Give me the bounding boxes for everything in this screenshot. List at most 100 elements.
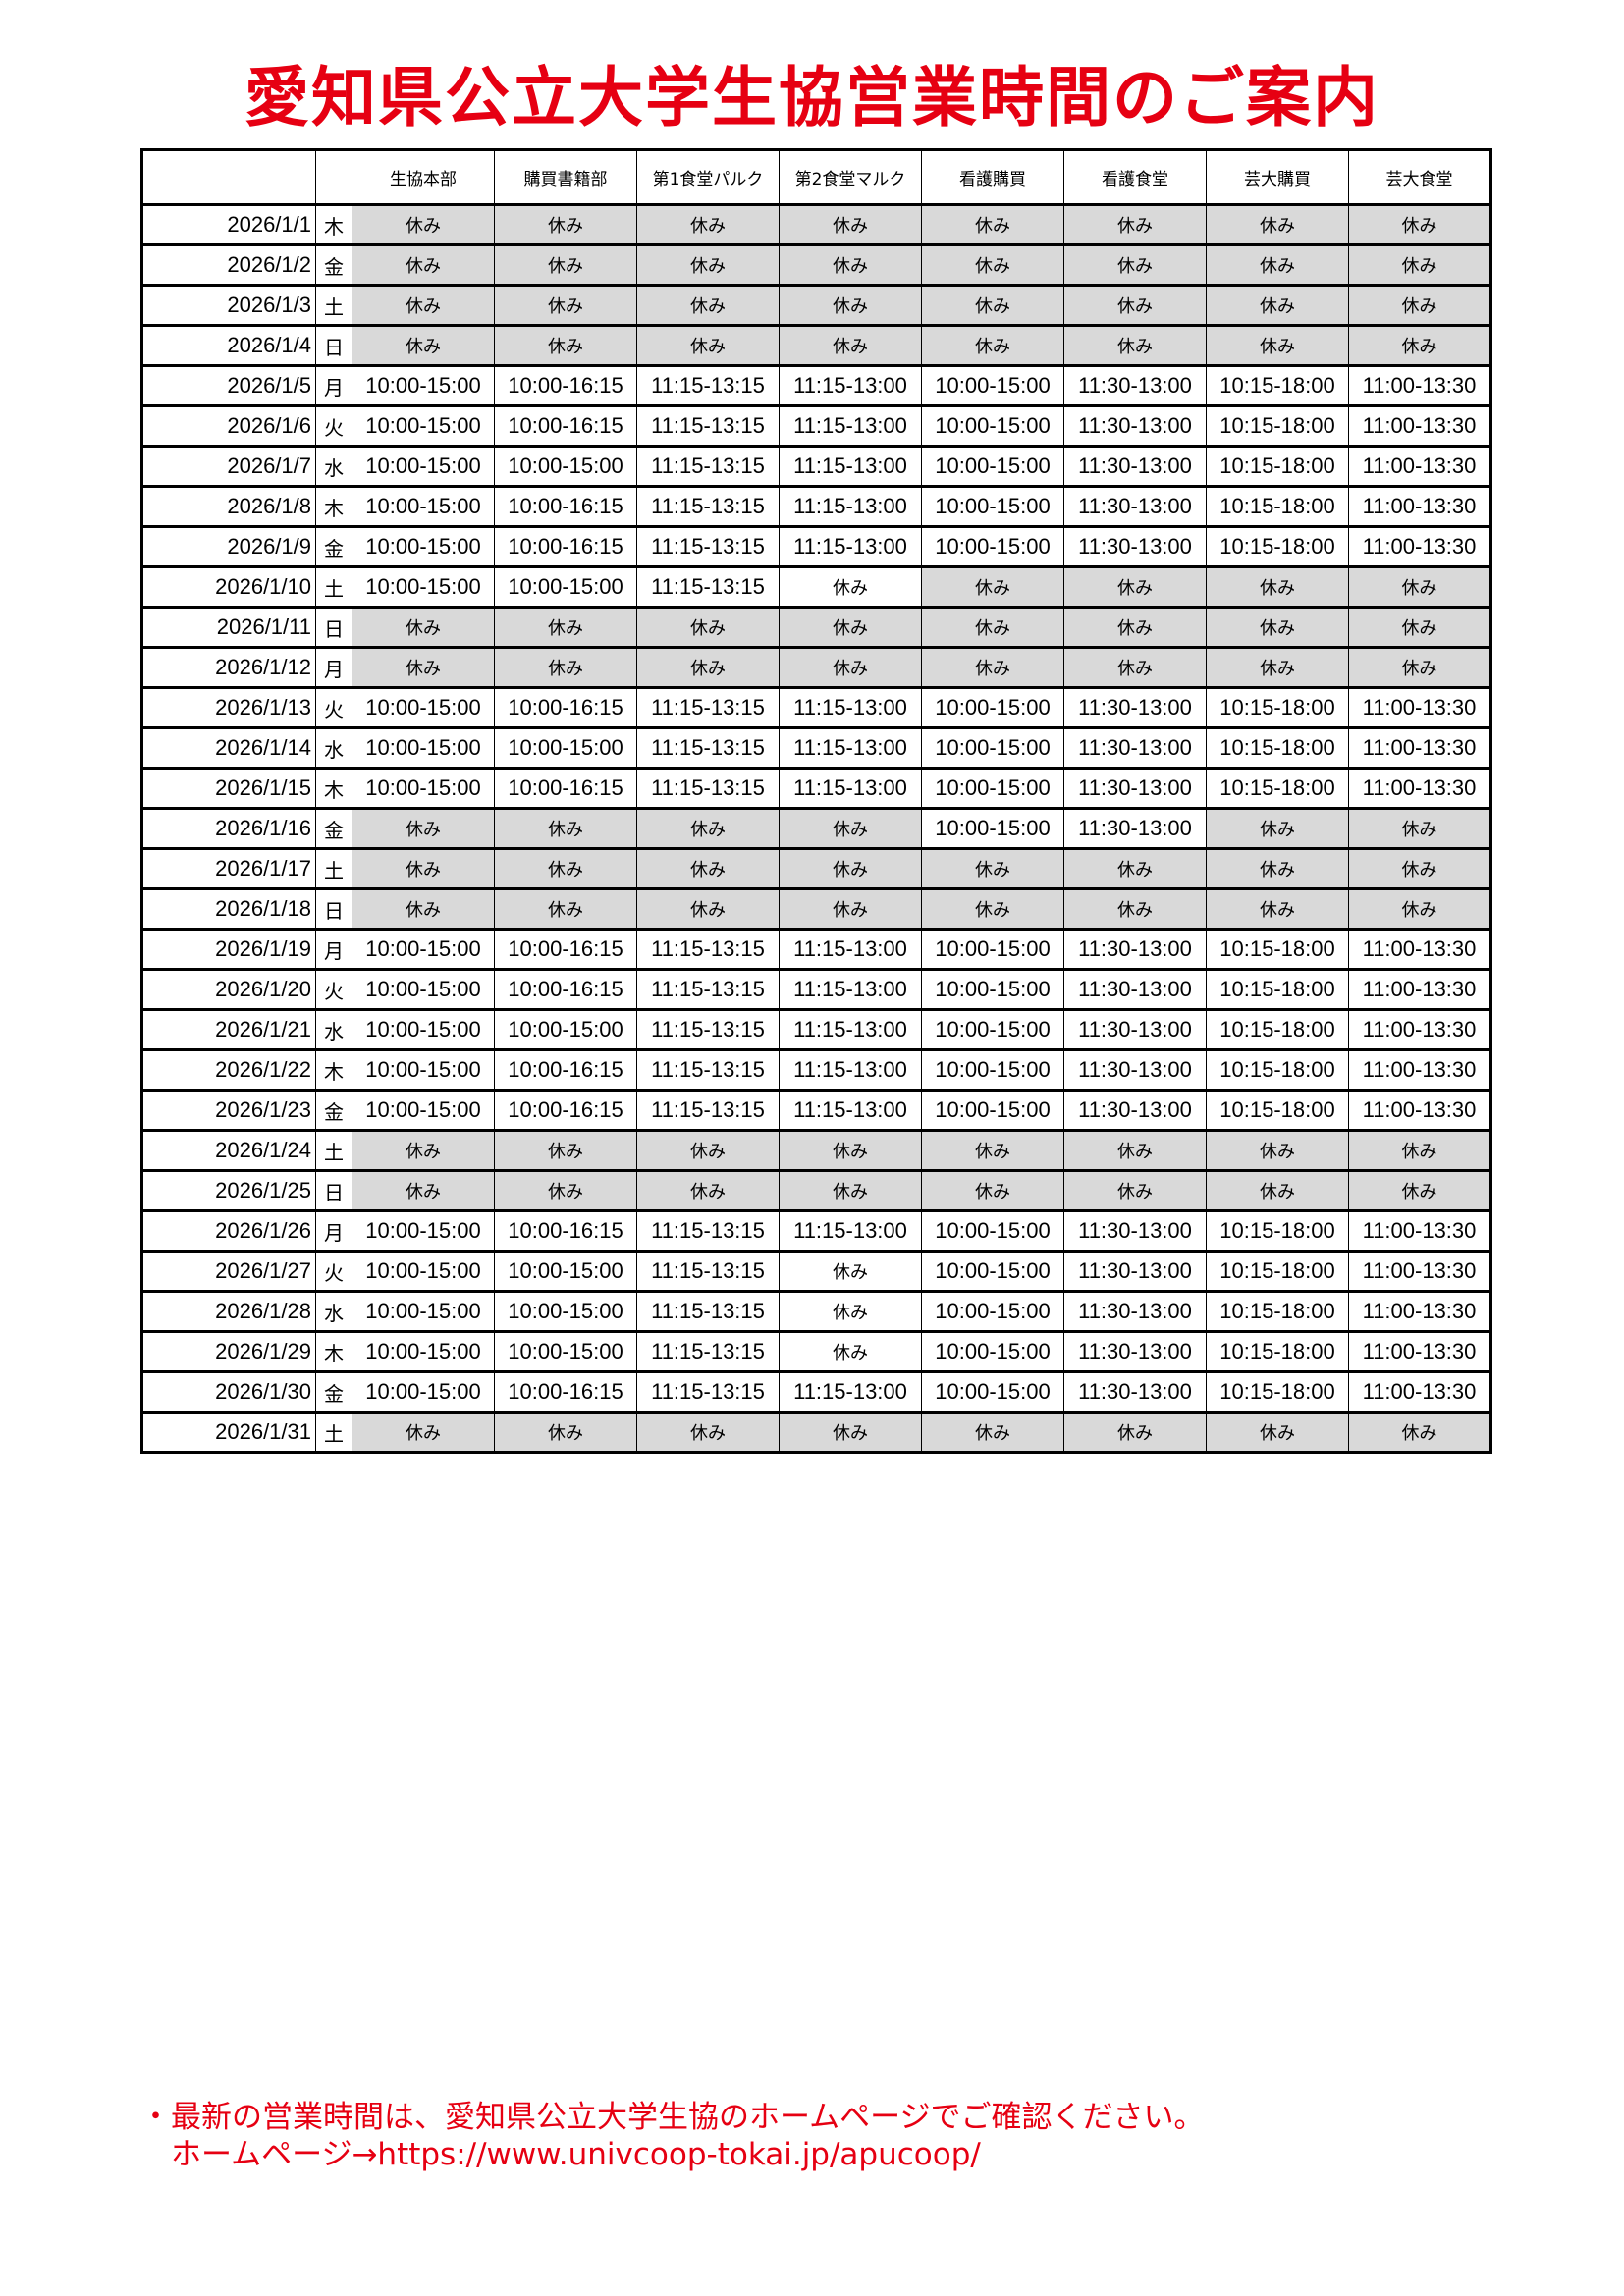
date-cell: 2026/1/18 [141, 887, 316, 931]
header-store: 芸大食堂 [1348, 148, 1491, 206]
hours-cell: 休み [1063, 887, 1207, 931]
hours-cell: 11:30-13:00 [1063, 525, 1207, 568]
hours-cell: 休み [636, 887, 780, 931]
hours-cell: 11:15-13:15 [636, 404, 780, 448]
hours-cell: 休み [921, 1129, 1064, 1172]
hours-cell: 11:30-13:00 [1063, 1089, 1207, 1132]
hours-cell: 10:00-15:00 [921, 1008, 1064, 1051]
hours-cell: 休み [1063, 1169, 1207, 1212]
hours-cell: 休み [779, 243, 922, 287]
hours-cell: 11:15-13:15 [636, 1250, 780, 1293]
hours-cell: 11:15-13:00 [779, 404, 922, 448]
hours-cell: 10:00-16:15 [494, 1048, 637, 1092]
hours-cell: 11:00-13:30 [1348, 525, 1491, 568]
weekday-cell: 日 [315, 606, 352, 649]
hours-cell: 10:15-18:00 [1206, 1250, 1349, 1293]
hours-cell: 10:15-18:00 [1206, 525, 1349, 568]
hours-cell: 10:15-18:00 [1206, 1008, 1349, 1051]
hours-cell: 10:15-18:00 [1206, 1089, 1349, 1132]
hours-cell: 11:30-13:00 [1063, 767, 1207, 810]
hours-cell: 10:00-15:00 [494, 1250, 637, 1293]
hours-cell: 11:30-13:00 [1063, 404, 1207, 448]
weekday-cell: 土 [315, 1129, 352, 1172]
hours-cell: 10:15-18:00 [1206, 686, 1349, 729]
hours-cell: 休み [494, 203, 637, 246]
weekday-cell: 水 [315, 445, 352, 488]
hours-cell: 休み [1063, 203, 1207, 246]
hours-cell: 10:15-18:00 [1206, 485, 1349, 528]
hours-cell: 10:00-15:00 [352, 1089, 495, 1132]
table-row: 2026/1/1 木休み 休み 休み 休み 休み 休み 休み 休み [141, 203, 1491, 246]
hours-cell: 10:00-15:00 [921, 968, 1064, 1011]
hours-cell: 休み [494, 646, 637, 689]
hours-cell: 11:30-13:00 [1063, 1330, 1207, 1373]
date-cell: 2026/1/26 [141, 1209, 316, 1253]
footer-link[interactable]: ホームページ→https://www.univcoop-tokai.jp/apu… [140, 2137, 981, 2172]
hours-cell: 11:00-13:30 [1348, 1370, 1491, 1414]
hours-cell: 10:00-15:00 [352, 1330, 495, 1373]
hours-cell: 10:00-15:00 [921, 726, 1064, 770]
table-row: 2026/1/18 日休み 休み 休み 休み 休み 休み 休み 休み [141, 887, 1491, 931]
hours-cell: 11:15-13:15 [636, 1048, 780, 1092]
hours-cell: 休み [779, 1290, 922, 1333]
hours-cell: 休み [1348, 565, 1491, 609]
hours-cell: 休み [352, 324, 495, 367]
date-cell: 2026/1/16 [141, 807, 316, 850]
hours-cell: 10:15-18:00 [1206, 1209, 1349, 1253]
weekday-cell: 火 [315, 404, 352, 448]
hours-cell: 休み [352, 807, 495, 850]
hours-cell: 休み [921, 606, 1064, 649]
hours-cell: 11:15-13:15 [636, 525, 780, 568]
table-row: 2026/1/2 金休み 休み 休み 休み 休み 休み 休み 休み [141, 243, 1491, 287]
weekday-cell: 日 [315, 887, 352, 931]
hours-cell: 休み [1348, 646, 1491, 689]
hours-cell: 11:30-13:00 [1063, 445, 1207, 488]
hours-cell: 休み [494, 243, 637, 287]
hours-cell: 休み [352, 1411, 495, 1454]
hours-cell: 休み [779, 847, 922, 890]
header-row: 生協本部 購買書籍部 第1食堂パルク 第2食堂マルク 看護購買 看護食堂 芸大購… [141, 148, 1491, 206]
hours-cell: 10:00-16:15 [494, 1370, 637, 1414]
hours-cell: 休み [494, 606, 637, 649]
hours-cell: 11:15-13:15 [636, 1370, 780, 1414]
date-cell: 2026/1/6 [141, 404, 316, 448]
hours-cell: 11:30-13:00 [1063, 1290, 1207, 1333]
hours-cell: 10:00-15:00 [921, 1089, 1064, 1132]
weekday-cell: 月 [315, 364, 352, 407]
hours-cell: 休み [1206, 807, 1349, 850]
hours-cell: 10:00-15:00 [352, 364, 495, 407]
weekday-cell: 木 [315, 1048, 352, 1092]
hours-cell: 11:00-13:30 [1348, 1250, 1491, 1293]
hours-cell: 休み [1063, 1411, 1207, 1454]
weekday-cell: 土 [315, 565, 352, 609]
hours-cell: 休み [494, 1411, 637, 1454]
date-cell: 2026/1/7 [141, 445, 316, 488]
hours-cell: 休み [921, 1169, 1064, 1212]
hours-cell: 10:00-16:15 [494, 485, 637, 528]
hours-cell: 10:00-15:00 [352, 525, 495, 568]
hours-cell: 10:00-16:15 [494, 525, 637, 568]
hours-cell: 休み [636, 324, 780, 367]
hours-cell: 10:00-15:00 [921, 525, 1064, 568]
hours-cell: 休み [921, 565, 1064, 609]
date-cell: 2026/1/19 [141, 928, 316, 971]
hours-cell: 休み [921, 887, 1064, 931]
hours-cell: 休み [779, 1411, 922, 1454]
hours-cell: 11:00-13:30 [1348, 1008, 1491, 1051]
table-row: 2026/1/30 金 10:00-15:00 10:00-16:15 11:15-13… [141, 1370, 1491, 1414]
table-row: 2026/1/8 木 10:00-15:00 10:00-16:15 11:15-13:… [141, 485, 1491, 528]
hours-cell: 休み [1206, 243, 1349, 287]
header-store: 第2食堂マルク [779, 148, 922, 206]
date-cell: 2026/1/1 [141, 203, 316, 246]
date-cell: 2026/1/22 [141, 1048, 316, 1092]
hours-cell: 休み [494, 284, 637, 327]
hours-cell: 10:00-15:00 [921, 445, 1064, 488]
hours-cell: 休み [636, 606, 780, 649]
hours-cell: 11:30-13:00 [1063, 485, 1207, 528]
hours-cell: 休み [636, 847, 780, 890]
hours-cell: 休み [494, 847, 637, 890]
weekday-cell: 土 [315, 847, 352, 890]
hours-cell: 10:00-15:00 [921, 1290, 1064, 1333]
hours-cell: 11:15-13:00 [779, 726, 922, 770]
hours-cell: 休み [352, 1169, 495, 1212]
